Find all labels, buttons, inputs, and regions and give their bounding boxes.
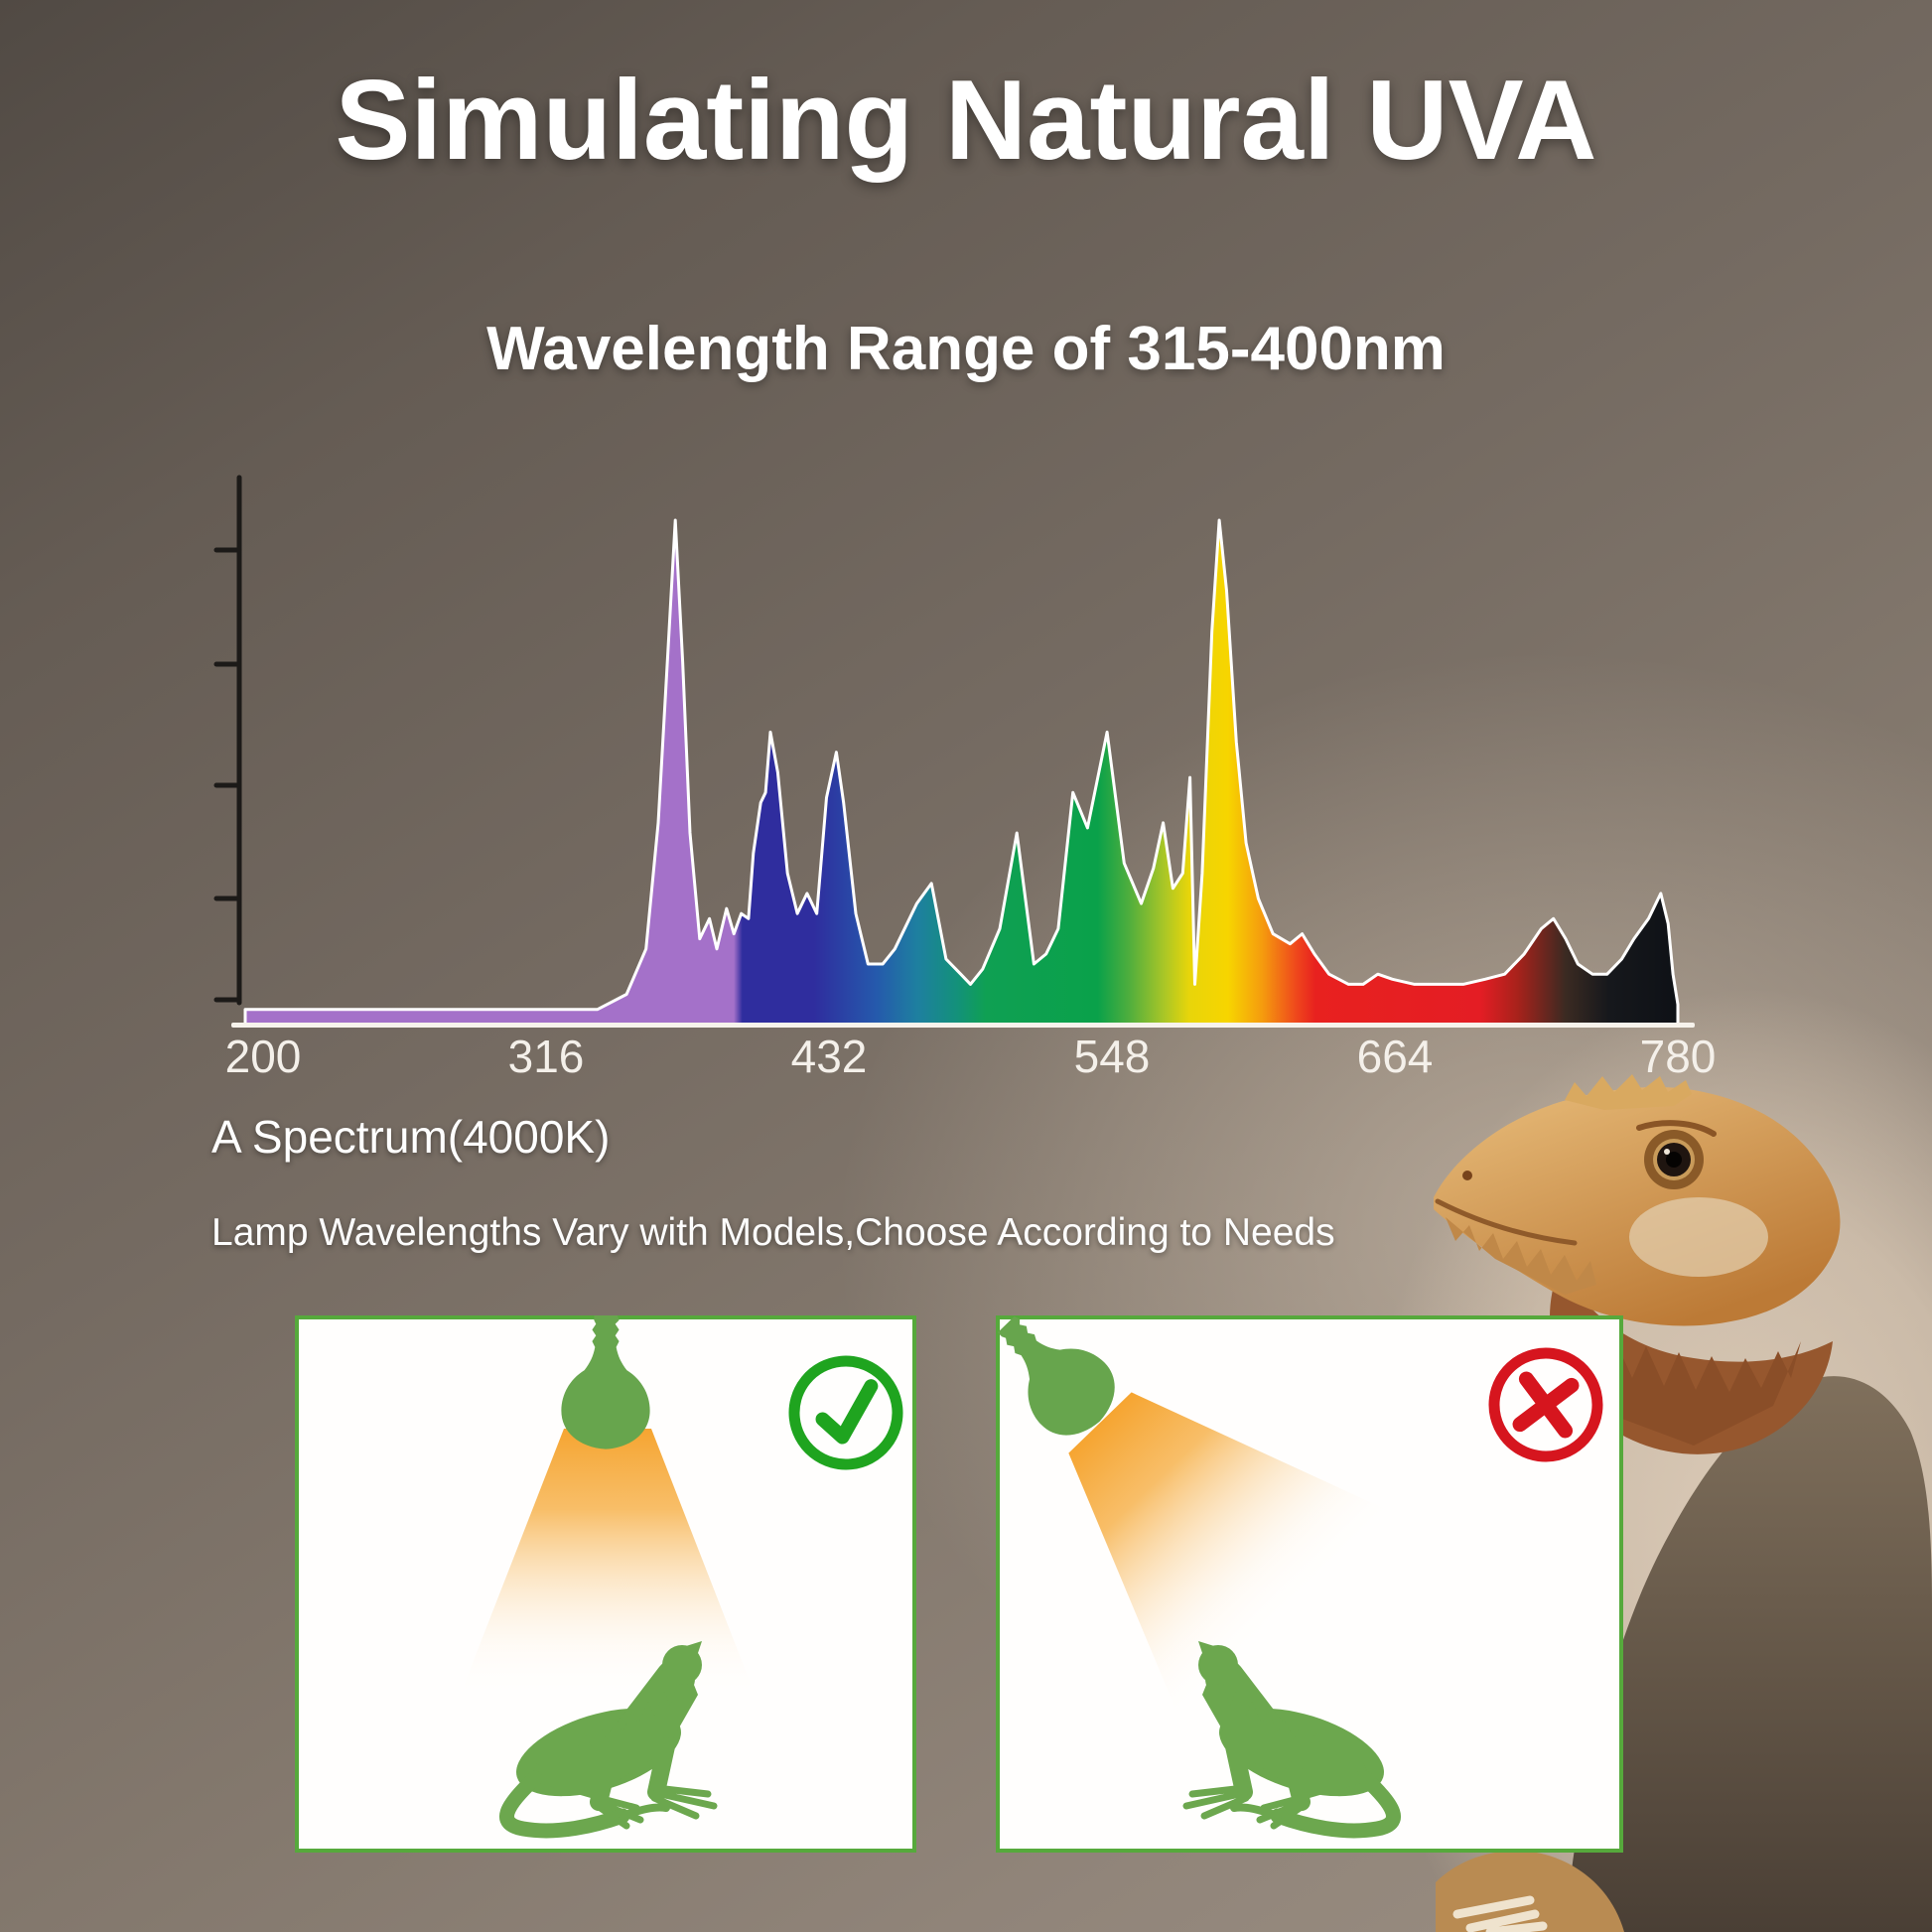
light-beam-down	[459, 1429, 757, 1699]
page-title: Simulating Natural UVA	[335, 58, 1597, 184]
spectrum-area	[243, 518, 1680, 1027]
x-axis-label: 316	[508, 1031, 585, 1082]
lizard-silhouette-icon	[1186, 1641, 1394, 1831]
x-axis-baseline	[231, 1023, 1695, 1028]
lamp-down-icon	[561, 1315, 650, 1449]
dragon-cheek-scales	[1629, 1197, 1768, 1277]
dragon-body	[1565, 1376, 1932, 1932]
spectrum-chart: 200 316 432 548 664 780	[213, 475, 1717, 1082]
wrong-usage-panel	[996, 1315, 1623, 1853]
x-axis-label: 548	[1074, 1031, 1151, 1082]
dragon-jaw-spikes	[1446, 1217, 1596, 1295]
dragon-eye	[1644, 1130, 1704, 1189]
dragon-front-claw	[1436, 1851, 1624, 1932]
x-axis-label: 664	[1357, 1031, 1434, 1082]
y-axis	[213, 475, 242, 1006]
x-axis-label: 432	[791, 1031, 868, 1082]
x-axis-label: 200	[225, 1031, 302, 1082]
page-subtitle: Wavelength Range of 315-400nm	[486, 315, 1446, 383]
dragon-nostril	[1462, 1171, 1472, 1180]
x-axis-labels: 200 316 432 548 664 780	[225, 1031, 1717, 1082]
dragon-mouth-line	[1435, 1198, 1578, 1246]
dragon-crown-spikes	[1565, 1074, 1692, 1110]
correct-usage-panel	[295, 1315, 916, 1853]
x-axis-label: 780	[1640, 1031, 1717, 1082]
check-icon	[789, 1356, 902, 1469]
x-icon	[1487, 1346, 1603, 1462]
model-note: Lamp Wavelengths Vary with Models,Choose…	[211, 1211, 1335, 1254]
spectrum-caption: A Spectrum(4000K)	[211, 1111, 611, 1163]
dragon-brow-line	[1636, 1120, 1717, 1137]
